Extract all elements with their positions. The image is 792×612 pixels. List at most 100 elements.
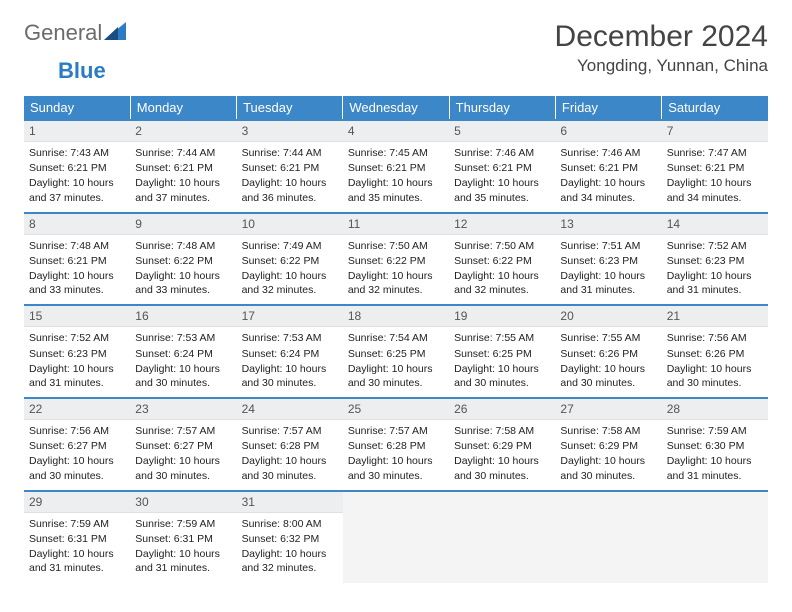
calendar-day-cell: 19Sunrise: 7:55 AMSunset: 6:25 PMDayligh…: [449, 305, 555, 398]
sunset-text: Sunset: 6:21 PM: [242, 161, 338, 175]
calendar-day-cell: 3 Sunrise: 7:44 AMSunset: 6:21 PMDaylight…: [237, 120, 343, 213]
daylight-text: Daylight: 10 hours and 30 minutes.: [242, 454, 338, 482]
day-number: 7: [662, 121, 768, 142]
day-number: 4: [343, 121, 449, 142]
day-details: Sunrise: 7:43 AMSunset: 6:21 PMDaylight:…: [24, 142, 130, 212]
calendar-empty-cell: [555, 491, 661, 583]
sunset-text: Sunset: 6:22 PM: [348, 254, 444, 268]
dow-monday: Monday: [130, 96, 236, 120]
sunset-text: Sunset: 6:22 PM: [454, 254, 550, 268]
day-number: 22: [24, 399, 130, 420]
day-details: Sunrise: 7:59 AMSunset: 6:31 PMDaylight:…: [24, 513, 130, 583]
sunrise-text: Sunrise: 7:51 AM: [560, 239, 656, 253]
calendar-day-cell: 7Sunrise: 7:47 AMSunset: 6:21 PMDaylight…: [662, 120, 768, 213]
calendar-day-cell: 28Sunrise: 7:59 AMSunset: 6:30 PMDayligh…: [662, 398, 768, 491]
daylight-text: Daylight: 10 hours and 30 minutes.: [667, 362, 763, 390]
sunrise-text: Sunrise: 8:00 AM: [242, 517, 338, 531]
sunset-text: Sunset: 6:21 PM: [348, 161, 444, 175]
sunset-text: Sunset: 6:22 PM: [135, 254, 231, 268]
calendar-day-cell: 18Sunrise: 7:54 AMSunset: 6:25 PMDayligh…: [343, 305, 449, 398]
sunset-text: Sunset: 6:31 PM: [29, 532, 125, 546]
day-number: 20: [555, 306, 661, 327]
day-number: 18: [343, 306, 449, 327]
day-number: 30: [130, 492, 236, 513]
calendar-day-cell: 27Sunrise: 7:58 AMSunset: 6:29 PMDayligh…: [555, 398, 661, 491]
day-details: Sunrise: 8:00 AMSunset: 6:32 PMDaylight:…: [237, 513, 343, 583]
day-number: 31: [237, 492, 343, 513]
sunrise-text: Sunrise: 7:55 AM: [560, 331, 656, 345]
daylight-text: Daylight: 10 hours and 30 minutes.: [560, 362, 656, 390]
day-details: Sunrise: 7:56 AMSunset: 6:26 PMDaylight:…: [662, 327, 768, 397]
day-number: 27: [555, 399, 661, 420]
daylight-text: Daylight: 10 hours and 31 minutes.: [29, 362, 125, 390]
day-details: Sunrise: 7:51 AMSunset: 6:23 PMDaylight:…: [555, 235, 661, 305]
sunset-text: Sunset: 6:30 PM: [667, 439, 763, 453]
sunrise-text: Sunrise: 7:46 AM: [454, 146, 550, 160]
calendar-week-row: 22Sunrise: 7:56 AMSunset: 6:27 PMDayligh…: [24, 398, 768, 491]
daylight-text: Daylight: 10 hours and 30 minutes.: [29, 454, 125, 482]
calendar-day-cell: 22Sunrise: 7:56 AMSunset: 6:27 PMDayligh…: [24, 398, 130, 491]
day-number: 3: [237, 121, 343, 142]
day-number: 11: [343, 214, 449, 235]
sunrise-text: Sunrise: 7:44 AM: [242, 146, 338, 160]
sunset-text: Sunset: 6:31 PM: [135, 532, 231, 546]
calendar-day-cell: 10Sunrise: 7:49 AMSunset: 6:22 PMDayligh…: [237, 213, 343, 306]
daylight-text: Daylight: 10 hours and 30 minutes.: [135, 362, 231, 390]
day-details: Sunrise: 7:58 AMSunset: 6:29 PMDaylight:…: [449, 420, 555, 490]
sunset-text: Sunset: 6:26 PM: [667, 347, 763, 361]
calendar-day-cell: 25Sunrise: 7:57 AMSunset: 6:28 PMDayligh…: [343, 398, 449, 491]
sunrise-text: Sunrise: 7:57 AM: [242, 424, 338, 438]
sunset-text: Sunset: 6:22 PM: [242, 254, 338, 268]
day-details: Sunrise: 7:59 AMSunset: 6:30 PMDaylight:…: [662, 420, 768, 490]
calendar-table: Sunday Monday Tuesday Wednesday Thursday…: [24, 96, 768, 583]
daylight-text: Daylight: 10 hours and 37 minutes.: [135, 176, 231, 204]
calendar-day-cell: 4Sunrise: 7:45 AMSunset: 6:21 PMDaylight…: [343, 120, 449, 213]
logo-sail-icon: [104, 20, 126, 46]
daylight-text: Daylight: 10 hours and 36 minutes.: [242, 176, 338, 204]
sunrise-text: Sunrise: 7:59 AM: [135, 517, 231, 531]
calendar-day-cell: 20 Sunrise: 7:55 AM Sunset: 6:26 PMDayligh…: [555, 305, 661, 398]
logo-text-general: General: [24, 20, 102, 46]
day-details: Sunrise: 7:52 AMSunset: 6:23 PMDaylight:…: [662, 235, 768, 305]
dow-wednesday: Wednesday: [343, 96, 449, 120]
day-details: Sunrise: 7:44 AMSunset: 6:21 PMDaylight:…: [130, 142, 236, 212]
day-number: 15: [24, 306, 130, 327]
day-details: Sunrise: 7:48 AMSunset: 6:21 PMDaylight:…: [24, 235, 130, 305]
sunset-text: Sunset: 6:25 PM: [348, 347, 444, 361]
sunset-text: Sunset: 6:21 PM: [667, 161, 763, 175]
day-details: Sunrise: 7:56 AMSunset: 6:27 PMDaylight:…: [24, 420, 130, 490]
sunrise-text: Sunrise: 7:48 AM: [135, 239, 231, 253]
day-number: 24: [237, 399, 343, 420]
sunset-text: Sunset: 6:26 PM: [560, 347, 656, 361]
title-block: December 2024 Yongding, Yunnan, China: [555, 20, 768, 76]
calendar-day-cell: 16Sunrise: 7:53 AMSunset: 6:24 PMDayligh…: [130, 305, 236, 398]
day-details: Sunrise: 7:57 AMSunset: 6:27 PMDaylight:…: [130, 420, 236, 490]
sunrise-text: Sunrise: 7:52 AM: [29, 331, 125, 345]
calendar-day-cell: 2Sunrise: 7:44 AMSunset: 6:21 PMDaylight…: [130, 120, 236, 213]
day-details: Sunrise: 7:53 AMSunset: 6:24 PMDaylight:…: [237, 327, 343, 397]
calendar-day-cell: 1Sunrise: 7:43 AMSunset: 6:21 PMDaylight…: [24, 120, 130, 213]
daylight-text: Daylight: 10 hours and 30 minutes.: [348, 454, 444, 482]
day-number: 17: [237, 306, 343, 327]
day-number: 16: [130, 306, 236, 327]
sunrise-text: Sunrise: 7:43 AM: [29, 146, 125, 160]
daylight-text: Daylight: 10 hours and 31 minutes.: [560, 269, 656, 297]
day-number: 5: [449, 121, 555, 142]
sunrise-text: Sunrise: 7:58 AM: [560, 424, 656, 438]
day-number: 26: [449, 399, 555, 420]
day-number: 19: [449, 306, 555, 327]
sunrise-text: Sunrise: 7:48 AM: [29, 239, 125, 253]
sunset-text: Sunset: 6:21 PM: [29, 161, 125, 175]
calendar-day-cell: 11Sunrise: 7:50 AMSunset: 6:22 PMDayligh…: [343, 213, 449, 306]
day-details: Sunrise: 7:55 AMSunset: 6:25 PMDaylight:…: [449, 327, 555, 397]
sunset-text: Sunset: 6:28 PM: [348, 439, 444, 453]
daylight-text: Daylight: 10 hours and 31 minutes.: [667, 269, 763, 297]
calendar-week-row: 8Sunrise: 7:48 AMSunset: 6:21 PMDaylight…: [24, 213, 768, 306]
day-number: 28: [662, 399, 768, 420]
daylight-text: Daylight: 10 hours and 34 minutes.: [667, 176, 763, 204]
day-details: Sunrise: 7:54 AMSunset: 6:25 PMDaylight:…: [343, 327, 449, 397]
daylight-text: Daylight: 10 hours and 31 minutes.: [29, 547, 125, 575]
day-details: Sunrise: 7:46 AMSunset: 6:21 PMDaylight:…: [449, 142, 555, 212]
calendar-day-cell: 14Sunrise: 7:52 AMSunset: 6:23 PMDayligh…: [662, 213, 768, 306]
dow-friday: Friday: [555, 96, 661, 120]
